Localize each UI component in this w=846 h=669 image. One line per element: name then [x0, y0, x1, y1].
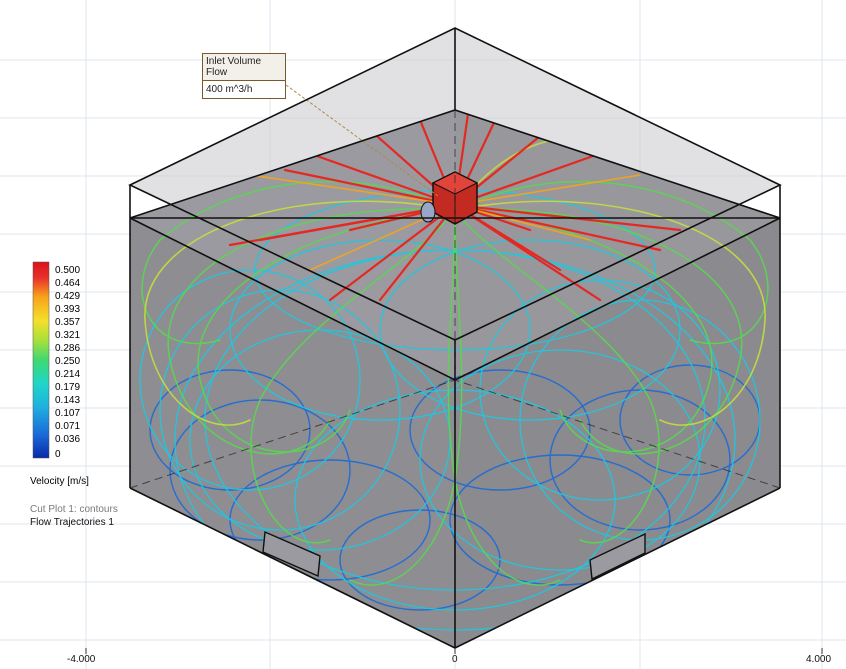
axis-label-center: 0 — [452, 654, 458, 665]
cut-plot-label[interactable]: Cut Plot 1: contours — [30, 504, 118, 515]
axis-ticks — [85, 648, 823, 654]
legend-label: 0.036 — [55, 434, 81, 445]
outlet-vent-right[interactable] — [589, 532, 646, 581]
legend-label: 0.214 — [55, 369, 81, 380]
inlet-device[interactable] — [420, 171, 479, 225]
box-back-right-face — [455, 110, 780, 380]
legend-label: 0.286 — [55, 343, 81, 354]
axis-label-right: 4.000 — [806, 654, 832, 665]
outlet-vent-left[interactable] — [262, 530, 321, 578]
legend-label: 0 — [55, 449, 61, 460]
plot-info: Cut Plot 1: contours Flow Trajectories 1 — [30, 503, 118, 529]
legend-label: 0.107 — [55, 408, 81, 419]
legend-label: 0.393 — [55, 304, 81, 315]
legend-label: 0.500 — [55, 265, 81, 276]
callout-title: Inlet Volume Flow — [203, 54, 285, 81]
legend-label: 0.143 — [55, 395, 81, 406]
legend-label: 0.250 — [55, 356, 81, 367]
legend-caption: Velocity [m/s] — [30, 476, 89, 487]
box-right-face — [455, 218, 780, 648]
callout-leader — [285, 84, 439, 197]
legend-color-bar — [32, 261, 50, 459]
box-back-left-face — [130, 110, 455, 380]
inlet-volume-flow-callout[interactable]: Inlet Volume Flow 400 m^3/h — [202, 53, 286, 99]
legend-label: 0.321 — [55, 330, 81, 341]
legend-label: 0.179 — [55, 382, 81, 393]
axis-label-left: -4.000 — [67, 654, 96, 665]
legend-label: 0.464 — [55, 278, 81, 289]
legend-label: 0.429 — [55, 291, 81, 302]
box-hidden-edges — [129, 110, 781, 489]
callout-value: 400 m^3/h — [206, 84, 253, 95]
legend-label: 0.071 — [55, 421, 81, 432]
flow-trajectories-label[interactable]: Flow Trajectories 1 — [30, 517, 114, 528]
legend-label: 0.357 — [55, 317, 81, 328]
